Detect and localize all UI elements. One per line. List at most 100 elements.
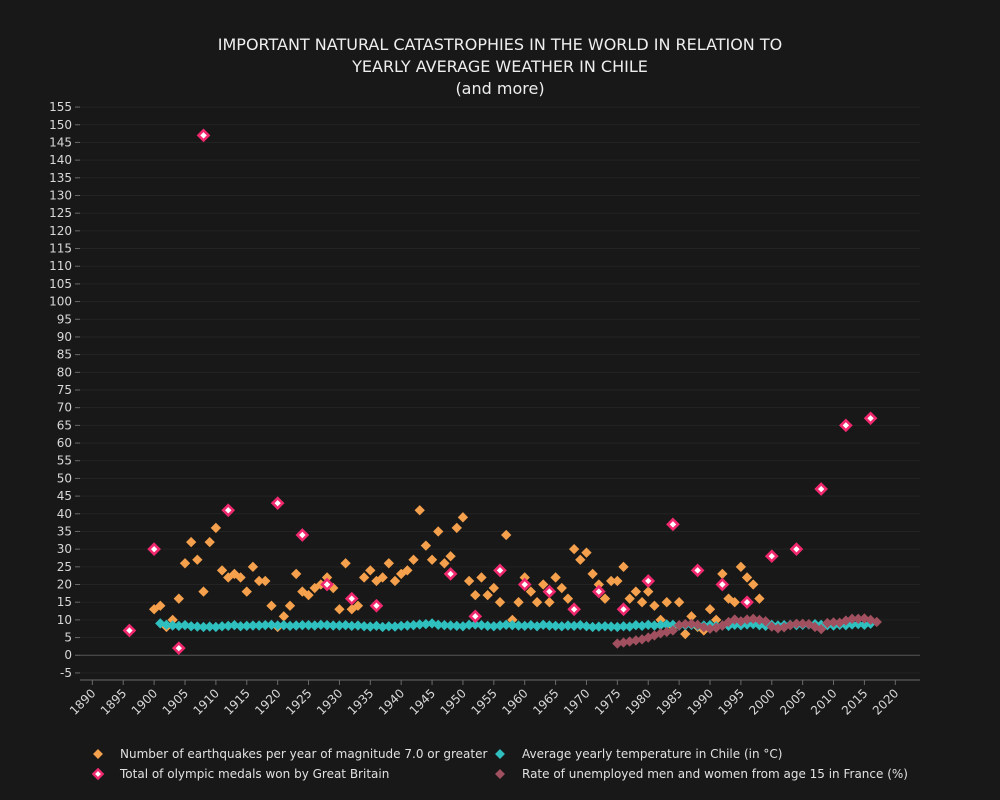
y-tick-label: 75 [57,383,72,397]
data-point [439,558,450,569]
data-point [666,517,680,532]
data-point [704,604,716,615]
data-point [241,586,252,597]
data-point [766,621,777,632]
data-point [690,563,705,578]
y-tick-label: 20 [57,578,72,592]
data-point [198,586,209,597]
data-point [445,551,456,562]
y-tick-label: 45 [57,489,72,503]
y-tick-label: 50 [57,471,72,485]
data-point [229,620,240,631]
data-point [476,572,487,583]
data-point [470,589,481,601]
data-point [352,600,364,611]
data-point [740,595,754,610]
data-point [550,572,561,583]
data-point [365,565,376,576]
data-point [754,593,765,604]
x-tick-label: 1935 [345,686,376,717]
data-point [155,600,166,611]
data-point [247,561,259,572]
data-point [567,602,581,617]
x-tick-label: 1900 [129,686,160,717]
data-point [525,586,537,597]
data-point [789,542,804,556]
y-tick-label: 85 [57,348,72,362]
data-point [853,618,864,630]
data-point [389,575,401,587]
data-point [295,528,310,542]
data-point [192,554,203,565]
chart-title-line-3: (and more) [455,79,544,98]
y-tick-label: 135 [49,171,72,185]
data-point [402,565,413,576]
chart-title: IMPORTANT NATURAL CATASTROPHIES IN THE W… [218,35,782,98]
data-point [494,597,506,608]
data-point [470,619,481,630]
data-point [196,128,211,143]
x-tick-label: 1930 [314,686,345,717]
legend-label: Average yearly temperature in Chile (in … [522,747,782,761]
data-point [735,561,747,572]
x-tick-label: 1950 [438,686,469,717]
data-point [266,600,277,611]
data-point [468,609,483,624]
data-point [334,604,345,615]
legend: Number of earthquakes per year of magnit… [91,747,908,781]
legend-label: Total of olympic medals won by Great Bri… [119,767,389,781]
y-tick-label: 145 [49,135,72,149]
data-point [636,597,648,608]
data-point [420,540,432,551]
data-point [542,584,557,599]
y-tick-label: 140 [49,153,72,167]
data-point [814,482,829,496]
data-point [171,641,186,656]
series-2-markers [155,618,876,633]
data-point [352,620,364,631]
data-point [680,628,691,640]
data-point [173,593,184,604]
data-point [493,563,507,578]
data-point [284,600,296,611]
data-point [161,619,172,630]
data-point [451,522,462,534]
data-point [340,558,351,569]
data-point [270,496,285,511]
data-point [482,589,493,601]
data-point [717,568,728,580]
data-point [723,593,734,604]
data-point [179,558,191,569]
y-tick-label: 55 [57,454,72,468]
data-point [618,561,629,572]
y-tick-label: 100 [49,295,72,309]
x-tick-label: 2005 [777,686,808,717]
data-point [291,568,302,580]
data-point [816,623,827,635]
data-point [179,620,191,631]
y-tick-label: 110 [49,259,72,273]
y-tick-label: 40 [57,507,72,521]
data-point [538,619,549,630]
legend-marker [93,749,103,759]
data-point [760,616,771,627]
data-point [408,554,419,565]
data-point [501,529,512,541]
y-tick-label: -5 [60,666,72,680]
y-tick-label: 5 [64,631,72,645]
data-point [667,625,679,636]
data-point [340,620,351,631]
data-point [358,572,370,583]
x-tick-label: 1925 [283,686,314,717]
data-point [369,598,384,613]
data-point [414,505,425,516]
legend-item-0: Number of earthquakes per year of magnit… [93,747,487,761]
data-point [871,616,882,628]
data-point [544,597,555,608]
data-point [562,593,574,604]
data-point [581,547,592,558]
data-point [616,602,631,617]
x-tick-label: 2015 [839,686,870,717]
legend-item-1: Total of olympic medals won by Great Bri… [91,767,389,781]
